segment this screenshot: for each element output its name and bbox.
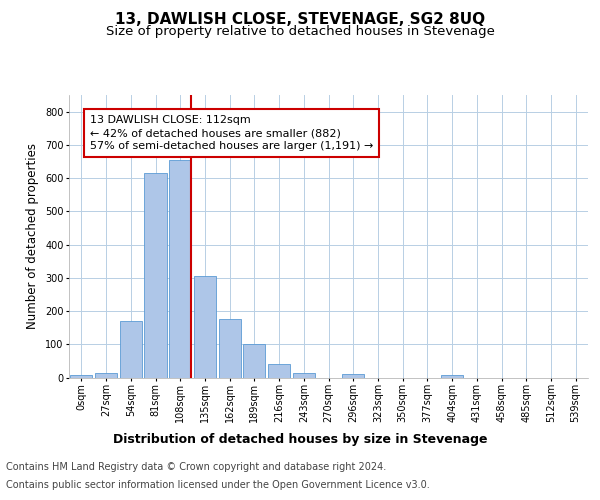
Bar — [441, 375, 463, 378]
Text: Size of property relative to detached houses in Stevenage: Size of property relative to detached ho… — [106, 25, 494, 38]
Bar — [342, 374, 364, 378]
Bar — [145, 173, 167, 378]
Text: Distribution of detached houses by size in Stevenage: Distribution of detached houses by size … — [113, 432, 487, 446]
Text: 13 DAWLISH CLOSE: 112sqm
← 42% of detached houses are smaller (882)
57% of semi-: 13 DAWLISH CLOSE: 112sqm ← 42% of detach… — [90, 115, 373, 152]
Bar — [268, 364, 290, 378]
Bar — [95, 373, 117, 378]
Bar — [293, 373, 315, 378]
Bar — [119, 321, 142, 378]
Bar — [194, 276, 216, 378]
Y-axis label: Number of detached properties: Number of detached properties — [26, 143, 40, 329]
Bar — [243, 344, 265, 378]
Bar — [218, 320, 241, 378]
Text: Contains public sector information licensed under the Open Government Licence v3: Contains public sector information licen… — [6, 480, 430, 490]
Text: Contains HM Land Registry data © Crown copyright and database right 2024.: Contains HM Land Registry data © Crown c… — [6, 462, 386, 472]
Bar — [70, 375, 92, 378]
Text: 13, DAWLISH CLOSE, STEVENAGE, SG2 8UQ: 13, DAWLISH CLOSE, STEVENAGE, SG2 8UQ — [115, 12, 485, 28]
Bar — [169, 160, 191, 378]
